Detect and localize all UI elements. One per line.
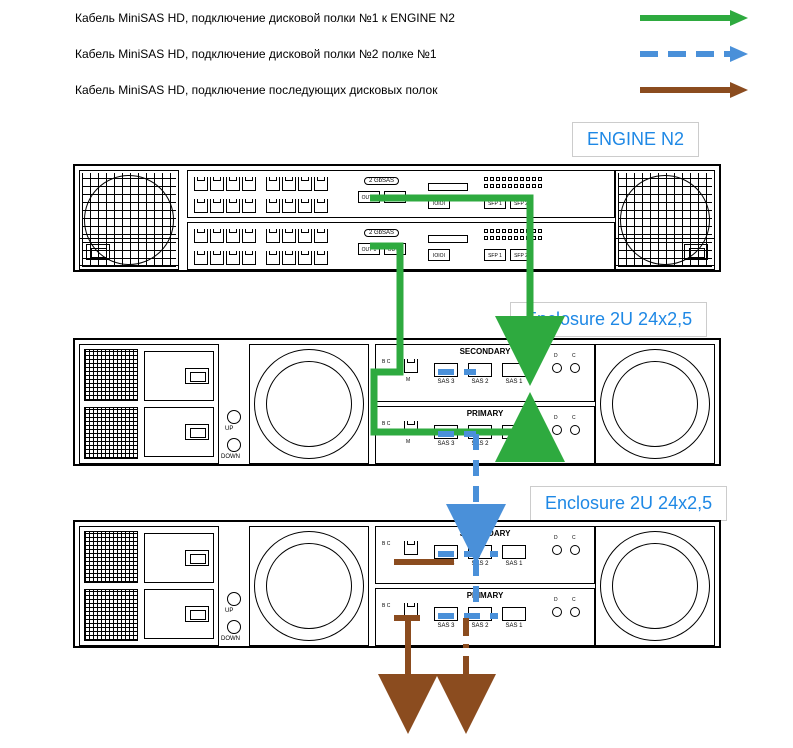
rj45-row-bottom (194, 199, 328, 213)
usb-icon (428, 183, 468, 191)
up-button-icon (227, 410, 241, 424)
out2-port: OUT 2 (384, 191, 406, 203)
engine-psu-left (79, 238, 179, 266)
sas1-port (502, 363, 526, 377)
sas2-port (468, 363, 492, 377)
iec-connector-icon (185, 424, 209, 440)
enclosure1-label: Enclosure 2U 24x2,5 (510, 302, 707, 337)
enclosure-2: UP DOWN SECONDARY B C M SAS 3SAS 2SAS 1 … (73, 520, 721, 648)
enc2-io-primary: PRIMARY B C M SAS 3SAS 2SAS 1 D C (375, 588, 595, 646)
enclosure-1: UP DOWN SECONDARY B C M SAS 3 SAS 2 SAS … (73, 338, 721, 466)
engine-label: ENGINE N2 (572, 122, 699, 157)
enc1-fan-right (595, 344, 715, 464)
enclosure2-label: Enclosure 2U 24x2,5 (530, 486, 727, 521)
down-button-icon (227, 438, 241, 452)
enc1-io-primary: PRIMARY B C M SAS 3SAS 2SAS 1 D C (375, 406, 595, 464)
legend-text-2: Кабель MiniSAS HD, подключение дисковой … (75, 47, 510, 61)
legend-item-1: Кабель MiniSAS HD, подключение дисковой … (75, 8, 750, 28)
iec-connector-icon (185, 368, 209, 384)
legend-text-1: Кабель MiniSAS HD, подключение дисковой … (75, 11, 510, 25)
legend-arrow-brown (640, 80, 750, 100)
legend-arrow-green (640, 8, 750, 28)
engine-psu-right (615, 238, 715, 266)
ioioi-port: IOIOI (428, 197, 450, 209)
legend-item-3: Кабель MiniSAS HD, подключение последующ… (75, 80, 750, 100)
iec-connector-icon (86, 244, 110, 260)
sfp1-port: SFP 1 (484, 197, 506, 209)
legend-text-3: Кабель MiniSAS HD, подключение последующ… (75, 83, 510, 97)
iec-connector-icon (684, 244, 708, 260)
legend-item-2: Кабель MiniSAS HD, подключение дисковой … (75, 44, 750, 64)
sfp2-port: SFP 2 (510, 197, 532, 209)
out1-port: OUT 1 (358, 191, 380, 203)
engine-chassis: 2 GbSAS OUT 1 OUT 2 IOIOI SFP 1 SFP 2 (73, 164, 721, 272)
sas3-port (434, 363, 458, 377)
enc1-fan (249, 344, 369, 464)
enc1-io-secondary: SECONDARY B C M SAS 3 SAS 2 SAS 1 D C (375, 344, 595, 402)
rj45-row-top (194, 177, 328, 191)
enc2-io-secondary: SECONDARY B C M SAS 3SAS 2SAS 1 D C (375, 526, 595, 584)
enc1-psu-block (79, 344, 219, 464)
engine-controller-2: 2 GbSAS OUT 1 OUT 2 IOIOI SFP 1 SFP 2 (187, 222, 615, 270)
engine-controller-1: 2 GbSAS OUT 1 OUT 2 IOIOI SFP 1 SFP 2 (187, 170, 615, 218)
legend: Кабель MiniSAS HD, подключение дисковой … (75, 8, 750, 116)
legend-arrow-blue (640, 44, 750, 64)
sas-pill-label: 2 GbSAS (364, 177, 399, 185)
